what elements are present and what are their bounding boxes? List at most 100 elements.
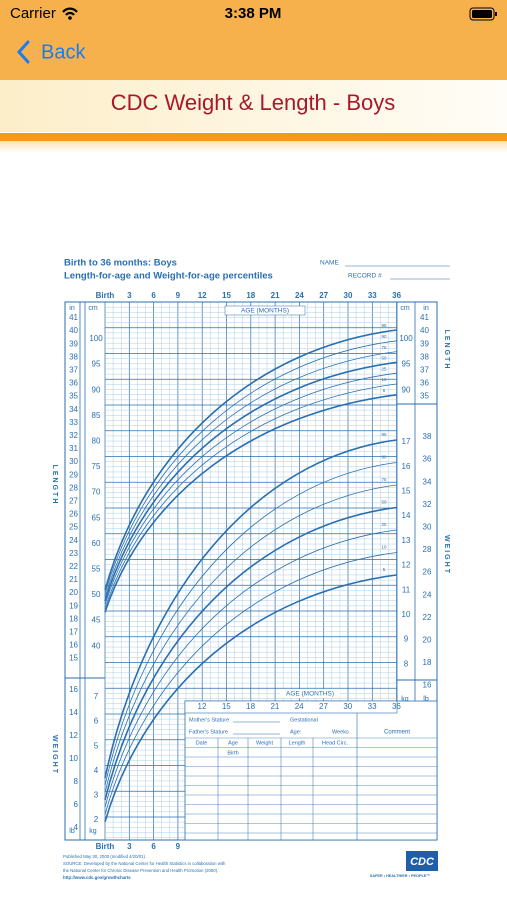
title-band xyxy=(0,80,507,132)
age-label: 33 xyxy=(368,291,377,300)
lb-tick: 16 xyxy=(69,685,78,694)
axis-title-bg xyxy=(280,689,340,698)
back-chevron[interactable] xyxy=(16,40,30,64)
in-tick: 16 xyxy=(69,641,78,650)
logo-box xyxy=(406,851,438,871)
percentile-label: 50 xyxy=(381,356,387,361)
age-label: 6 xyxy=(151,842,156,851)
clock: 3:38 PM xyxy=(225,5,282,22)
form-label: Father's Stature xyxy=(189,729,228,735)
cm-tick: 75 xyxy=(92,462,101,471)
age-label: 3 xyxy=(127,291,132,300)
name-label: NAME xyxy=(320,260,339,267)
percentile-curve xyxy=(104,574,397,823)
percentile-curve xyxy=(104,552,397,815)
unit-label: cm xyxy=(400,305,410,312)
side-label: LENGTH xyxy=(443,330,450,371)
in-tick: 31 xyxy=(69,444,78,453)
in-tick: 40 xyxy=(69,326,78,335)
footer-text: http://www.cdc.gov/growthcharts xyxy=(63,875,131,880)
age-axis-title: AGE (MONTHS) xyxy=(241,308,289,315)
cm-tick: 60 xyxy=(92,539,101,548)
in-tick: 35 xyxy=(420,392,429,401)
age-label: 9 xyxy=(176,291,181,300)
kg-tick: 10 xyxy=(402,610,411,619)
percentile-curve xyxy=(104,394,397,613)
in-tick: 38 xyxy=(69,352,78,361)
unit-label: lb xyxy=(69,828,75,835)
age-label: 36 xyxy=(392,291,401,300)
in-tick: 17 xyxy=(69,628,78,637)
cm-tick: 100 xyxy=(89,334,103,343)
lb-tick: 4 xyxy=(74,823,79,832)
percentile-curve xyxy=(104,462,397,786)
lb-tick: 22 xyxy=(423,613,432,622)
stripe-fade xyxy=(0,141,507,153)
lower-age-bar xyxy=(184,700,398,714)
lb-tick: 20 xyxy=(423,636,432,645)
cm-tick: 100 xyxy=(399,334,413,343)
cm-tick: 50 xyxy=(92,590,101,599)
age-label: 18 xyxy=(246,702,255,711)
kg-tick: 2 xyxy=(94,815,99,824)
percentile-label: 75 xyxy=(381,477,387,482)
lb-tick: 38 xyxy=(423,432,432,441)
lb-tick: 12 xyxy=(69,731,78,740)
in-tick: 20 xyxy=(69,588,78,597)
age-axis-title: AGE (MONTHS) xyxy=(286,691,334,698)
in-tick: 39 xyxy=(420,339,429,348)
form-label: Gestational xyxy=(290,717,318,723)
cm-tick: 95 xyxy=(92,360,101,369)
in-tick: 21 xyxy=(69,575,78,584)
kg-tick: 13 xyxy=(402,536,411,545)
title-stripe xyxy=(0,133,507,141)
age-label: 18 xyxy=(246,291,255,300)
age-label: 9 xyxy=(176,842,181,851)
in-tick: 36 xyxy=(420,379,429,388)
back-button[interactable]: Back xyxy=(16,40,86,64)
in-tick: 35 xyxy=(69,392,78,401)
form-label: Comment xyxy=(384,730,410,736)
back-label[interactable]: Back xyxy=(41,41,86,63)
percentile-label: 25 xyxy=(381,522,387,527)
footer-text: Published May 30, 2000 (modified 4/20/01… xyxy=(63,854,146,859)
side-label: LENGTH xyxy=(51,465,58,506)
in-tick: 23 xyxy=(69,549,78,558)
column-header: Weight xyxy=(256,740,273,746)
unit-label: in xyxy=(423,305,429,312)
percentile-label: 95 xyxy=(381,432,387,437)
kg-tick: 14 xyxy=(402,511,411,520)
in-tick: 32 xyxy=(69,431,78,440)
percentile-label: 90 xyxy=(381,455,387,460)
lb-tick: 26 xyxy=(423,568,432,577)
percentile-curve xyxy=(104,506,397,801)
form-label: Weeks xyxy=(332,729,349,735)
age-label: 24 xyxy=(295,291,304,300)
nav-bar xyxy=(0,0,507,80)
kg-tick: 5 xyxy=(94,741,99,750)
in-tick: 40 xyxy=(420,326,429,335)
cm-tick: 45 xyxy=(92,616,101,625)
age-label: 36 xyxy=(392,702,401,711)
percentile-curve xyxy=(104,329,397,591)
percentile-curve xyxy=(104,529,397,808)
cm-tick: 80 xyxy=(92,437,101,446)
percentile-curve xyxy=(104,484,397,793)
lb-tick: 36 xyxy=(423,455,432,464)
cm-tick: 90 xyxy=(402,385,411,394)
carrier: Carrier xyxy=(10,5,56,22)
kg-tick: 8 xyxy=(404,659,409,668)
lb-tick: 8 xyxy=(74,777,79,786)
lb-tick: 16 xyxy=(423,681,432,690)
side-label: WEIGHT xyxy=(443,535,450,575)
in-tick: 28 xyxy=(69,483,78,492)
age-label: 21 xyxy=(270,702,279,711)
age-label: 15 xyxy=(222,291,231,300)
percentile-label: 5 xyxy=(383,388,386,393)
kg-tick: 6 xyxy=(94,717,99,726)
kg-tick: 9 xyxy=(404,635,409,644)
in-tick: 41 xyxy=(420,313,429,322)
in-tick: 26 xyxy=(69,510,78,519)
in-tick: 41 xyxy=(69,313,78,322)
